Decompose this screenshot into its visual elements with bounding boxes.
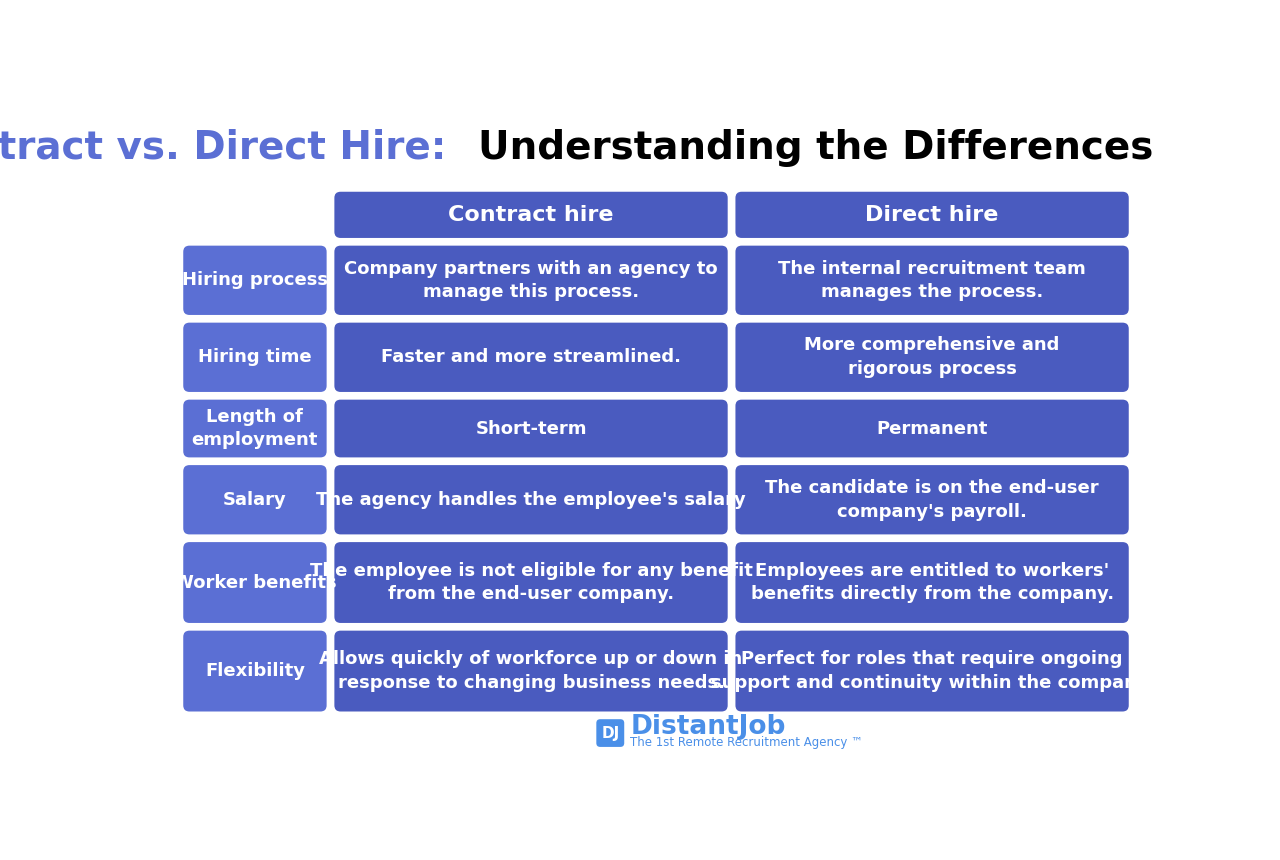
FancyBboxPatch shape bbox=[736, 542, 1129, 623]
Text: DJ: DJ bbox=[602, 726, 620, 740]
Text: Salary: Salary bbox=[223, 491, 287, 509]
Text: Worker benefits: Worker benefits bbox=[174, 574, 337, 592]
FancyBboxPatch shape bbox=[183, 400, 326, 458]
FancyBboxPatch shape bbox=[183, 246, 326, 315]
Text: More comprehensive and
rigorous process: More comprehensive and rigorous process bbox=[804, 336, 1060, 378]
FancyBboxPatch shape bbox=[183, 465, 326, 534]
Text: Hiring process: Hiring process bbox=[182, 271, 328, 289]
FancyBboxPatch shape bbox=[334, 465, 728, 534]
Text: Contract hire: Contract hire bbox=[448, 205, 614, 224]
Text: Faster and more streamlined.: Faster and more streamlined. bbox=[381, 348, 681, 366]
FancyBboxPatch shape bbox=[736, 192, 1129, 238]
Text: The internal recruitment team
manages the process.: The internal recruitment team manages th… bbox=[778, 260, 1085, 301]
FancyBboxPatch shape bbox=[736, 630, 1129, 711]
FancyBboxPatch shape bbox=[736, 465, 1129, 534]
Text: Allows quickly of workforce up or down in
response to changing business needs.: Allows quickly of workforce up or down i… bbox=[320, 650, 742, 692]
Text: Employees are entitled to workers'
benefits directly from the company.: Employees are entitled to workers' benef… bbox=[750, 562, 1114, 604]
Text: DistantJob: DistantJob bbox=[631, 714, 786, 740]
FancyBboxPatch shape bbox=[334, 246, 728, 315]
Text: Flexibility: Flexibility bbox=[205, 662, 305, 680]
Text: The candidate is on the end-user
company's payroll.: The candidate is on the end-user company… bbox=[765, 479, 1100, 520]
FancyBboxPatch shape bbox=[736, 246, 1129, 315]
FancyBboxPatch shape bbox=[334, 322, 728, 392]
FancyBboxPatch shape bbox=[183, 630, 326, 711]
FancyBboxPatch shape bbox=[183, 322, 326, 392]
Text: Contract vs. Direct Hire:: Contract vs. Direct Hire: bbox=[0, 129, 447, 167]
FancyBboxPatch shape bbox=[334, 630, 728, 711]
FancyBboxPatch shape bbox=[736, 400, 1129, 458]
FancyBboxPatch shape bbox=[334, 542, 728, 623]
Text: Hiring time: Hiring time bbox=[198, 348, 312, 366]
FancyBboxPatch shape bbox=[334, 192, 728, 238]
Text: Length of
employment: Length of employment bbox=[192, 408, 319, 449]
Text: Company partners with an agency to
manage this process.: Company partners with an agency to manag… bbox=[344, 260, 718, 301]
FancyBboxPatch shape bbox=[736, 322, 1129, 392]
Text: Perfect for roles that require ongoing
support and continuity within the company: Perfect for roles that require ongoing s… bbox=[710, 650, 1153, 692]
Text: The 1st Remote Recruitment Agency ™: The 1st Remote Recruitment Agency ™ bbox=[631, 736, 863, 749]
Text: The agency handles the employee's salary: The agency handles the employee's salary bbox=[316, 491, 746, 509]
Text: Understanding the Differences: Understanding the Differences bbox=[451, 129, 1153, 167]
Text: Short-term: Short-term bbox=[475, 420, 586, 438]
Text: Permanent: Permanent bbox=[877, 420, 988, 438]
Text: The employee is not eligible for any benefit
from the end-user company.: The employee is not eligible for any ben… bbox=[310, 562, 753, 604]
FancyBboxPatch shape bbox=[596, 719, 625, 747]
Text: Direct hire: Direct hire bbox=[865, 205, 998, 224]
FancyBboxPatch shape bbox=[183, 542, 326, 623]
FancyBboxPatch shape bbox=[334, 400, 728, 458]
